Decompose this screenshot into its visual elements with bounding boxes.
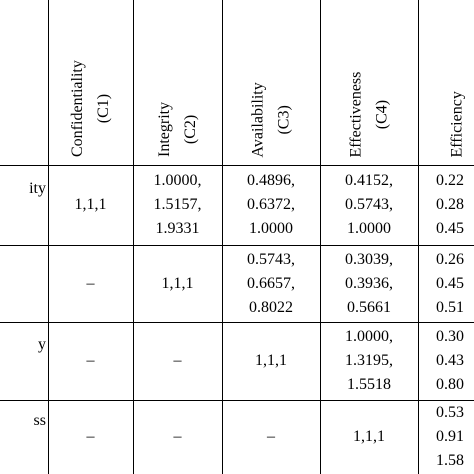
cell-line: 1,1,1 (74, 196, 107, 213)
table-cell: 1,1,1 (48, 165, 133, 245)
column-rule (48, 0, 49, 474)
table-cell: 0.26 0.45 0.51 (436, 245, 464, 322)
cell-line: 1.0000 (249, 220, 293, 237)
column-rule (418, 0, 419, 474)
cell-line: 0.45 (436, 220, 464, 237)
cell-line: 0.3039, (345, 250, 393, 268)
header-line: (C5 (470, 91, 474, 157)
table-cell: 0.30 0.43 0.80 (436, 322, 464, 400)
row-rule (0, 165, 474, 166)
column-header-text: Availability (C3) (245, 82, 297, 165)
cell-line: 0.26 (436, 250, 464, 268)
cell-line: – (173, 428, 182, 445)
cell-line: 1,1,1 (255, 352, 287, 369)
cell-line: 0.30 (436, 328, 464, 345)
row-rule (0, 245, 474, 246)
cell-line: 1.5157, (153, 196, 202, 213)
row-rule (0, 400, 474, 401)
row-rule (0, 322, 474, 323)
table-cell: 0.22 0.28 0.45 (436, 165, 464, 245)
cell-line: 0.28 (436, 196, 464, 213)
cell-line: – (86, 352, 95, 369)
header-line: Efficiency (448, 90, 465, 157)
table-cell: – (222, 400, 320, 474)
cell-line: 1.58 (436, 452, 464, 469)
row-label: ss (33, 412, 46, 429)
cell-line: 1.3195, (345, 352, 393, 369)
table-cell: 1,1,1 (222, 322, 320, 400)
cell-line: 0.4896, (247, 172, 295, 189)
cell-line: 1.0000, (153, 172, 202, 189)
cell-line: 0.43 (436, 352, 464, 369)
table-cell: 1.0000, 1.5157, 1.9331 (133, 165, 222, 245)
table-cell: 1.0000, 1.3195, 1.5518 (320, 322, 418, 400)
cell-line: 0.91 (436, 428, 464, 445)
table-cell: – (133, 322, 222, 400)
header-line: (C2) (181, 114, 199, 145)
row-label: ity (29, 180, 46, 197)
table-cell: 0.3039, 0.3936, 0.5661 (320, 245, 418, 322)
cell-line: 0.51 (436, 298, 464, 316)
cell-line: 0.80 (436, 376, 464, 393)
header-line: Integrity (155, 101, 173, 157)
cell-line: 1.9331 (155, 220, 200, 237)
cell-line: 0.3936, (345, 274, 393, 292)
table-cell: 0.5743, 0.6657, 0.8022 (222, 245, 320, 322)
cell-line: 1,1,1 (161, 274, 194, 292)
table-cell: 1,1,1 (320, 400, 418, 474)
column-header: Effectiveness (C4) (320, 0, 418, 165)
cell-line: 1.5518 (347, 376, 391, 393)
column-header-text: Confidentiality (C1) (65, 60, 117, 165)
table-cell: 0.4152, 0.5743, 1.0000 (320, 165, 418, 245)
table-cell: 1,1,1 (133, 245, 222, 322)
header-line: (C4) (373, 99, 390, 129)
cell-line: 0.6372, (247, 196, 295, 213)
header-line: (C1) (94, 93, 112, 124)
column-rule (133, 0, 134, 474)
column-header-text: Efficiency (C5 (444, 91, 474, 165)
header-line: (C3) (275, 104, 292, 135)
header-line: Effectiveness (347, 71, 364, 157)
row-label: y (38, 336, 46, 353)
cell-line: – (86, 274, 95, 292)
table-cell: – (48, 245, 133, 322)
cell-line: 0.5743, (247, 250, 295, 268)
cell-line: 0.53 (436, 404, 464, 421)
header-line: Availability (249, 81, 266, 157)
cell-line: 1,1,1 (353, 428, 385, 445)
table-cell: – (133, 400, 222, 474)
cell-line: 0.5661 (347, 298, 391, 316)
column-header: Confidentiality (C1) (48, 0, 133, 165)
column-header-text: Integrity (C2) (152, 102, 204, 165)
column-rule (320, 0, 321, 474)
cell-line: 0.6657, (247, 274, 295, 292)
cell-line: 0.5743, (345, 196, 393, 213)
cell-line: 0.4152, (345, 172, 393, 189)
cell-line: 0.22 (436, 172, 464, 189)
cell-line: – (86, 428, 95, 445)
column-header: Efficiency (C5 (418, 0, 474, 165)
column-rule (222, 0, 223, 474)
cell-line: – (173, 352, 182, 369)
table-cell: 0.4896, 0.6372, 1.0000 (222, 165, 320, 245)
cell-line: 1.0000, (345, 328, 393, 345)
column-header: Availability (C3) (222, 0, 320, 165)
column-header: Integrity (C2) (133, 0, 222, 165)
header-line: Confidentiality (68, 60, 86, 157)
cell-line: 0.8022 (249, 298, 293, 316)
table-cell: – (48, 322, 133, 400)
cell-line: 0.45 (436, 274, 464, 292)
cell-line: 1.0000 (347, 220, 391, 237)
table-cell: – (48, 400, 133, 474)
column-header-text: Effectiveness (C4) (343, 71, 395, 165)
cell-line: – (267, 428, 275, 445)
table-cell: 0.53 0.91 1.58 (436, 400, 464, 474)
